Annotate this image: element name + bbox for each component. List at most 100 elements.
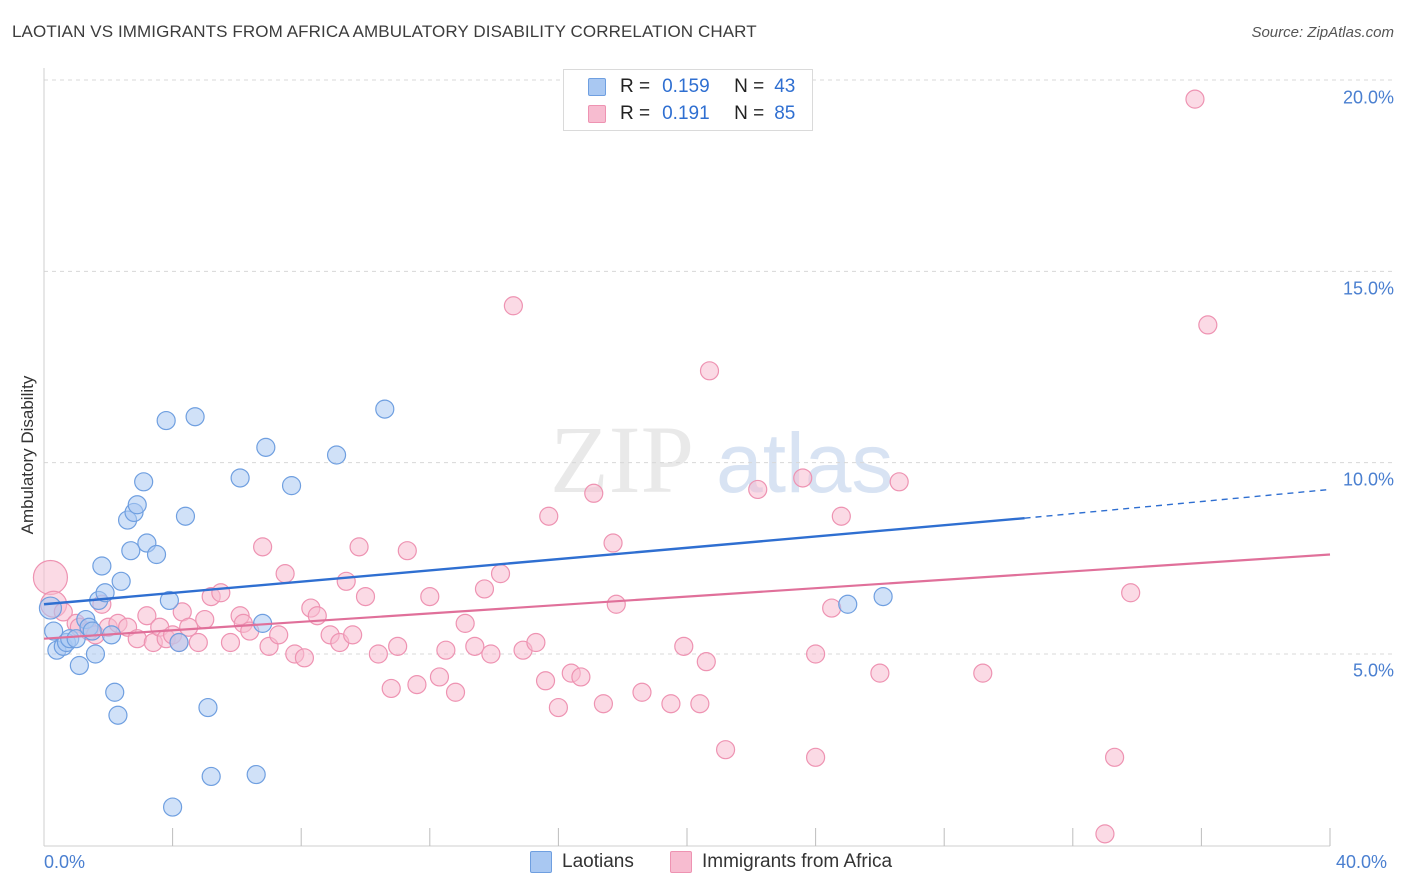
legend-item-laotians: Laotians xyxy=(530,851,634,873)
immigrants-from-africa-point xyxy=(1198,315,1218,335)
laotians-point xyxy=(92,556,112,576)
y-tick-label: 20.0% xyxy=(1342,87,1394,108)
immigrants-from-africa-point xyxy=(715,740,736,760)
immigrants-from-africa-swatch xyxy=(588,105,606,123)
immigrants-from-africa-point xyxy=(699,361,720,381)
immigrants-from-africa-point xyxy=(294,648,315,668)
immigrants-from-africa-point xyxy=(973,663,993,683)
immigrants-from-africa-point xyxy=(211,583,231,603)
laotians-point xyxy=(326,445,347,465)
immigrants-from-africa-point xyxy=(1185,89,1205,109)
r-value: 0.159 xyxy=(662,76,710,97)
immigrants-from-africa-point xyxy=(397,541,417,561)
immigrants-from-africa-point xyxy=(535,671,556,691)
laotians-point xyxy=(201,766,221,787)
immigrants-from-africa-point xyxy=(188,632,208,653)
laotians-point xyxy=(256,437,276,457)
immigrants-from-africa-point xyxy=(674,636,694,656)
immigrants-from-africa-point xyxy=(343,625,363,645)
laotians-point xyxy=(69,655,89,676)
immigrants-from-africa-point xyxy=(593,694,614,714)
immigrants-from-africa-point xyxy=(490,564,511,584)
legend-row-immigrants-from-africa: R = 0.191 N = 85 xyxy=(588,102,795,126)
immigrants-from-africa-point xyxy=(805,644,826,664)
immigrants-from-africa-point xyxy=(269,625,289,645)
immigrants-from-africa-point xyxy=(548,697,569,718)
immigrants-from-africa-point xyxy=(429,667,450,687)
laotians-point xyxy=(146,544,167,565)
n-label: N = xyxy=(734,103,765,124)
immigrants-from-africa-point xyxy=(632,682,652,702)
immigrants-from-africa-point xyxy=(1104,747,1125,767)
immigrants-from-africa-point xyxy=(355,586,376,607)
immigrants-from-africa-point xyxy=(805,747,826,767)
legend-item-immigrants-from-africa: Immigrants from Africa xyxy=(670,851,892,873)
immigrants-from-africa-point xyxy=(336,571,356,591)
immigrants-from-africa-point xyxy=(195,609,215,630)
laotians-point xyxy=(175,506,196,526)
immigrants-from-africa-point xyxy=(690,694,710,714)
laotians-point xyxy=(198,697,218,718)
immigrants-from-africa-point xyxy=(661,694,681,714)
immigrants-from-africa-point xyxy=(748,479,768,500)
laotians-point xyxy=(185,407,205,427)
laotians-point xyxy=(108,705,128,725)
trend-lines xyxy=(43,488,1331,640)
immigrants-from-africa-point xyxy=(445,682,466,702)
immigrants-from-africa-point xyxy=(526,632,546,653)
laotians-point xyxy=(169,632,189,653)
laotians-point xyxy=(838,594,858,614)
x-tick-label-min: 0.0% xyxy=(44,852,86,872)
chart-title: LAOTIAN VS IMMIGRANTS FROM AFRICA AMBULA… xyxy=(12,22,757,41)
legend-label: Laotians xyxy=(562,851,634,872)
immigrants-from-africa-point xyxy=(32,559,69,596)
immigrants-from-africa-point xyxy=(275,564,295,584)
n-value: 43 xyxy=(774,76,796,97)
laotians-swatch xyxy=(530,851,552,873)
axes xyxy=(43,68,1331,847)
immigrants-from-africa-point xyxy=(1121,583,1141,603)
immigrants-from-africa-point xyxy=(179,617,199,637)
series-legend: Laotians Immigrants from Africa xyxy=(0,851,1406,877)
correlation-legend: R = 0.159 N = 43 R = 0.191 N = 85 xyxy=(563,69,813,131)
immigrants-from-africa-point xyxy=(465,636,485,656)
y-tick-label: 10.0% xyxy=(1342,469,1394,490)
immigrants-from-africa-point xyxy=(368,644,388,664)
watermark-zip: ZIP xyxy=(550,406,694,513)
immigrants-from-africa-point xyxy=(793,468,813,488)
laotians-point xyxy=(873,586,893,607)
laotians-point xyxy=(163,797,183,817)
laotians-point xyxy=(375,399,395,419)
laotians-point xyxy=(281,476,302,496)
laotians-point xyxy=(38,596,63,620)
immigrants-from-africa-points xyxy=(32,89,1218,844)
chart-source: Source: ZipAtlas.com xyxy=(1251,24,1394,41)
immigrants-from-africa-point xyxy=(503,296,523,316)
laotians-point xyxy=(156,410,176,431)
laotians-point xyxy=(66,629,86,649)
n-value: 85 xyxy=(774,103,796,124)
laotians-point xyxy=(121,541,141,561)
laotians-trend-extension xyxy=(1024,488,1331,519)
immigrants-from-africa-point xyxy=(606,594,626,614)
immigrants-from-africa-point xyxy=(381,678,401,699)
laotians-point xyxy=(134,472,154,492)
immigrants-from-africa-point xyxy=(889,472,909,492)
immigrants-from-africa-point xyxy=(253,537,273,557)
immigrants-from-africa-point xyxy=(831,506,851,526)
immigrants-from-africa-point xyxy=(1095,824,1115,844)
immigrants-from-africa-point xyxy=(822,598,842,618)
immigrants-from-africa-point xyxy=(220,632,241,653)
x-tick-label-max: 40.0% xyxy=(1336,852,1388,872)
immigrants-from-africa-point xyxy=(539,506,559,526)
laotians-point xyxy=(111,571,131,591)
legend-row-laotians: R = 0.159 N = 43 xyxy=(588,75,795,99)
laotians-point xyxy=(159,590,179,611)
r-value: 0.191 xyxy=(662,103,710,124)
immigrants-from-africa-point xyxy=(455,613,475,633)
immigrants-from-africa-point xyxy=(137,606,157,626)
immigrants-from-africa-point xyxy=(696,652,716,672)
immigrants-from-africa-point xyxy=(571,667,591,687)
r-label: R = xyxy=(620,76,651,97)
